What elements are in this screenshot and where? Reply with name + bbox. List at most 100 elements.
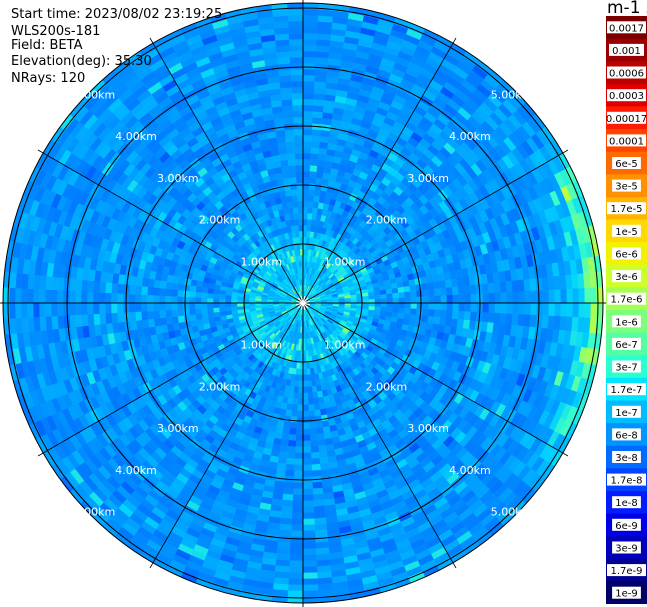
heatmap-cell xyxy=(110,292,118,304)
heatmap-cell xyxy=(518,291,526,304)
heatmap-cell xyxy=(308,410,316,418)
heatmap-cell xyxy=(440,302,448,311)
heatmap-cell xyxy=(302,452,312,460)
heatmap-cell xyxy=(212,298,220,304)
heatmap-cell xyxy=(194,297,202,304)
heatmap-cell xyxy=(218,293,226,300)
heatmap-cell xyxy=(291,506,304,514)
heatmap-cell xyxy=(314,63,329,71)
heatmap-cell xyxy=(445,310,454,319)
heatmap-cell xyxy=(404,291,412,298)
heatmap-cell xyxy=(316,433,325,441)
heatmap-cell xyxy=(559,275,567,290)
heatmap-cell xyxy=(499,313,507,325)
heatmap-cell xyxy=(309,428,318,436)
heatmap-cell xyxy=(170,302,178,311)
heatmap-cell xyxy=(312,397,320,405)
heatmap-cell xyxy=(93,280,101,293)
heatmap-cell xyxy=(307,386,313,394)
heatmap-cell xyxy=(292,494,304,502)
beta-heatmap xyxy=(3,3,603,603)
heatmap-cell xyxy=(153,279,162,289)
heatmap-cell xyxy=(380,306,388,313)
heatmap-cell xyxy=(415,314,423,323)
heatmap-cell xyxy=(458,294,466,304)
heatmap-cell xyxy=(296,422,304,430)
heatmap-cell xyxy=(379,289,387,296)
heatmap-cell xyxy=(176,302,184,310)
heatmap-cell xyxy=(302,32,318,40)
heatmap-cell xyxy=(306,368,311,376)
heatmap-cell xyxy=(194,291,202,298)
heatmap-cell xyxy=(302,518,315,526)
heatmap-cell xyxy=(308,188,316,196)
heatmap-cell xyxy=(434,302,442,311)
heatmap-cell xyxy=(313,93,326,101)
heatmap-cell xyxy=(282,487,294,495)
heatmap-cell xyxy=(63,277,71,292)
heatmap-cell xyxy=(140,302,148,312)
heatmap-cell xyxy=(284,409,292,417)
heatmap-cell xyxy=(80,302,88,315)
heatmap-cell xyxy=(283,421,291,429)
heatmap-cell xyxy=(297,392,304,400)
heatmap-cell xyxy=(20,302,28,319)
heatmap-cell xyxy=(110,302,118,314)
heatmap-cell xyxy=(56,289,64,304)
heatmap-cell xyxy=(75,278,83,292)
heatmap-cell xyxy=(146,294,154,304)
heatmap-cell xyxy=(566,302,574,318)
heatmap-cell xyxy=(182,296,190,304)
heatmap-cell xyxy=(302,404,309,412)
heatmap-cell xyxy=(81,314,89,327)
heatmap-cell xyxy=(128,311,137,322)
heatmap-cell xyxy=(104,292,112,304)
heatmap-cell xyxy=(302,62,316,70)
heatmap-cell xyxy=(291,404,298,412)
heatmap-cell xyxy=(482,302,490,313)
heatmap-cell xyxy=(302,422,310,430)
heatmap-cell xyxy=(315,171,324,179)
heatmap-cell xyxy=(312,111,324,119)
heatmap-cell xyxy=(310,379,317,387)
heatmap-cell xyxy=(140,285,149,296)
heatmap-cell xyxy=(116,302,124,313)
heatmap-cell xyxy=(68,290,76,304)
heatmap-cell xyxy=(511,313,519,326)
heatmap-cell xyxy=(140,310,149,321)
heatmap-cell xyxy=(218,306,226,313)
heatmap-cell xyxy=(368,302,376,308)
heatmap-cell xyxy=(553,315,561,331)
heatmap-cell xyxy=(410,290,418,298)
heatmap-cell xyxy=(86,302,94,315)
heatmap-cell xyxy=(410,296,418,304)
heatmap-cell xyxy=(81,279,89,292)
heatmap-cell xyxy=(302,374,308,382)
heatmap-cell xyxy=(75,314,83,328)
heatmap-cell xyxy=(146,302,154,312)
heatmap-cell xyxy=(189,314,197,322)
heatmap-cell xyxy=(463,311,472,321)
heatmap-cell xyxy=(292,500,304,508)
heatmap-cell xyxy=(306,380,313,388)
heatmap-cell xyxy=(104,302,112,314)
heatmap-cell xyxy=(45,315,53,331)
heatmap-cell xyxy=(416,308,424,316)
heatmap-cell xyxy=(165,281,173,290)
heatmap-cell xyxy=(171,282,179,291)
heatmap-cell xyxy=(200,297,208,304)
heatmap-cell xyxy=(310,445,319,454)
heatmap-cell xyxy=(302,80,315,88)
heatmap-cell xyxy=(578,302,586,319)
heatmap-cell xyxy=(128,293,136,304)
heatmap-cell xyxy=(86,291,94,304)
heatmap-cell xyxy=(487,282,495,294)
heatmap-cell xyxy=(8,302,16,319)
heatmap-cell xyxy=(404,297,412,304)
heatmap-cell xyxy=(307,392,314,400)
heatmap-cell xyxy=(302,530,316,538)
heatmap-cell xyxy=(302,368,308,376)
heatmap-cell xyxy=(530,302,538,316)
heatmap-cell xyxy=(380,302,388,308)
heatmap-cell xyxy=(302,428,311,436)
